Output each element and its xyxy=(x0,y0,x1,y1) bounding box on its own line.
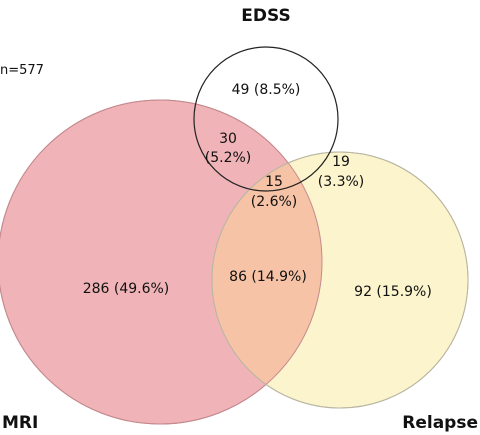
relapse-only-count: 92 (15.9%) xyxy=(354,284,432,300)
edss-relapse-count: 19 xyxy=(332,154,350,170)
all-three-count: 15 xyxy=(265,174,283,190)
sample-size-label: n=577 xyxy=(0,63,44,78)
edss-set-label: EDSS xyxy=(241,6,290,26)
all-three-percent: (2.6%) xyxy=(251,194,298,210)
relapse-set-label: Relapse xyxy=(402,413,478,433)
edss-only-count: 49 (8.5%) xyxy=(232,82,301,98)
mri-outline xyxy=(0,99,323,425)
mri-edss-percent: (5.2%) xyxy=(205,150,252,166)
mri-relapse-overlap xyxy=(212,152,322,408)
mri-only-count: 286 (49.6%) xyxy=(83,281,170,297)
edss-circle xyxy=(193,46,339,192)
mri-edss-count: 30 xyxy=(219,131,237,147)
mri-set-label: MRI xyxy=(2,413,38,433)
mri-relapse-count: 86 (14.9%) xyxy=(229,269,307,285)
relapse-outline xyxy=(211,151,469,409)
edss-relapse-percent: (3.3%) xyxy=(318,174,365,190)
